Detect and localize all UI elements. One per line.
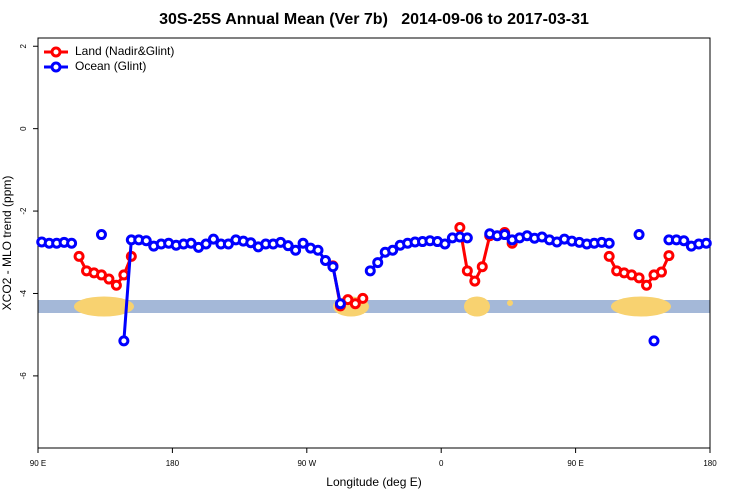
data-point	[290, 244, 302, 256]
data-point	[461, 265, 473, 277]
y-tick-label: 0	[19, 126, 28, 131]
data-point	[678, 235, 690, 247]
data-point	[499, 229, 511, 241]
data-point	[349, 298, 361, 310]
legend-marker	[50, 46, 62, 58]
data-point	[334, 298, 346, 310]
land-patch	[464, 296, 490, 317]
legend-label: Ocean (Glint)	[75, 59, 146, 73]
y-tick-label: -6	[19, 372, 28, 380]
land-patch	[611, 296, 671, 317]
land-patch	[507, 300, 513, 306]
data-point	[469, 275, 481, 287]
data-point	[312, 244, 324, 256]
data-point	[110, 279, 122, 291]
x-tick-label: 180	[703, 459, 717, 468]
data-point	[319, 255, 331, 267]
surface-strip	[38, 296, 710, 317]
data-point	[476, 261, 488, 273]
x-tick-label: 90 E	[567, 459, 583, 468]
land-patch	[74, 296, 134, 317]
y-tick-label: -2	[19, 207, 28, 215]
x-tick-label: 90 E	[30, 459, 46, 468]
y-tick-label: -4	[19, 289, 28, 297]
data-point	[700, 237, 712, 249]
ocean-strip	[38, 300, 710, 313]
legend-label: Land (Nadir&Glint)	[75, 44, 174, 58]
x-tick-label: 180	[166, 459, 180, 468]
data-point	[140, 235, 152, 247]
data-point	[118, 269, 130, 281]
y-tick-label: 2	[19, 43, 28, 48]
data-point	[66, 237, 78, 249]
data-point	[297, 237, 309, 249]
series-line	[41, 232, 707, 341]
data-point	[207, 233, 219, 245]
data-point	[648, 335, 660, 347]
data-point	[357, 292, 369, 304]
data-point	[327, 261, 339, 273]
data-point	[200, 238, 212, 250]
chart-title: 30S-25S Annual Mean (Ver 7b) 2014-09-06 …	[159, 11, 589, 28]
data-point	[603, 250, 615, 262]
data-point	[603, 237, 615, 249]
data-point	[118, 335, 130, 347]
data-point	[364, 265, 376, 277]
x-axis-label: Longitude (deg E)	[326, 475, 421, 489]
data-point	[633, 272, 645, 284]
data-point	[663, 250, 675, 262]
data-point	[103, 273, 115, 285]
y-axis-label: XCO2 - MLO trend (ppm)	[0, 176, 14, 311]
data-point	[655, 266, 667, 278]
legend-marker	[50, 61, 62, 73]
data-point	[95, 229, 107, 241]
data-point	[461, 232, 473, 244]
data-point	[387, 244, 399, 256]
data-point	[633, 229, 645, 241]
data-point	[282, 240, 294, 252]
x-tick-label: 0	[439, 459, 444, 468]
data-point	[73, 250, 85, 262]
data-point	[641, 279, 653, 291]
data-point	[439, 238, 451, 250]
data-point	[454, 222, 466, 234]
x-tick-label: 90 W	[297, 459, 316, 468]
data-point	[372, 257, 384, 269]
